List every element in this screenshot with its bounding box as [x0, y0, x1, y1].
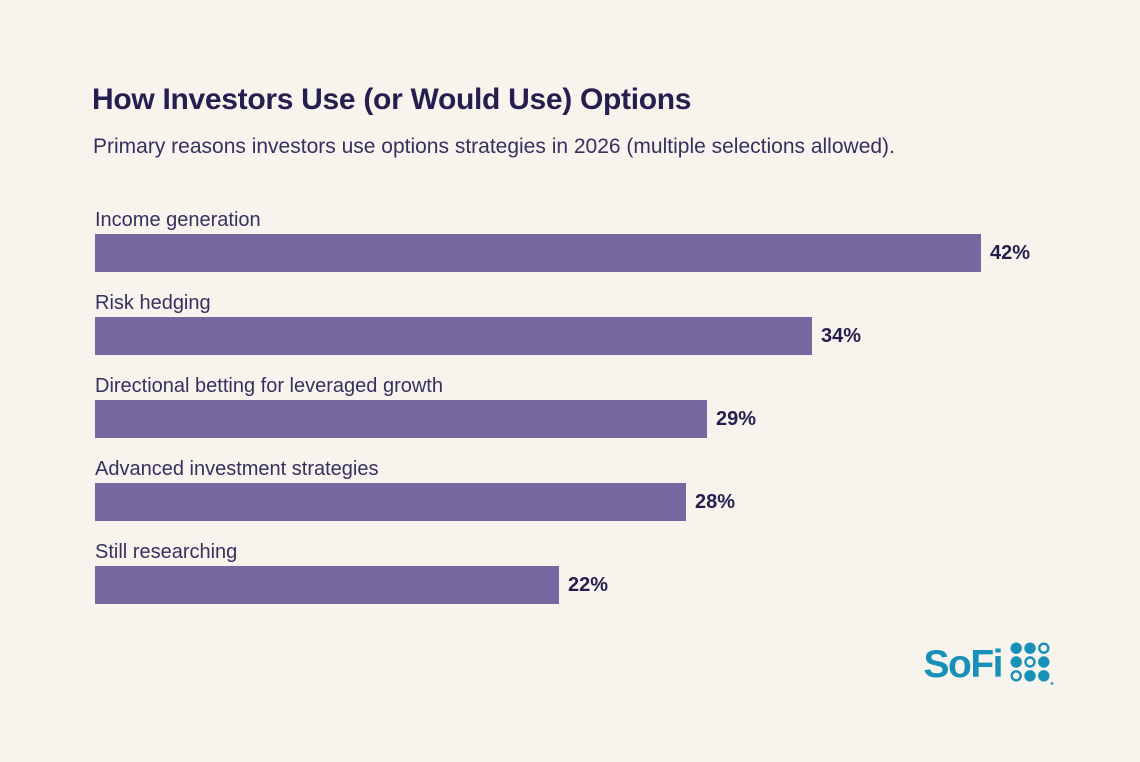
- bar-label: Income generation: [95, 209, 261, 231]
- bar-value: 34%: [821, 324, 862, 347]
- bar-label: Still researching: [95, 541, 238, 563]
- bar: [95, 317, 812, 355]
- bar-line: 42%: [95, 234, 1095, 272]
- chart-title: How Investors Use (or Would Use) Options: [92, 83, 692, 116]
- bar-value: 22%: [568, 573, 609, 596]
- bar-value: 28%: [695, 490, 736, 513]
- bar-value: 42%: [990, 241, 1031, 264]
- bar-line: 34%: [95, 317, 1095, 355]
- bar-row: Income generation 42%: [95, 208, 1095, 272]
- bar: [95, 566, 559, 604]
- bar-row: Advanced investment strategies 28%: [95, 457, 1095, 521]
- bar-value: 29%: [716, 407, 757, 430]
- bar-label: Advanced investment strategies: [95, 458, 379, 480]
- bar-row: Still researching 22%: [95, 540, 1095, 604]
- bar-chart: Income generation 42% Risk hedging 34% D…: [95, 208, 1095, 623]
- bar-row: Directional betting for leveraged growth…: [95, 374, 1095, 438]
- bar-label: Risk hedging: [95, 292, 211, 314]
- bar: [95, 483, 686, 521]
- bar-line: 29%: [95, 400, 1095, 438]
- bar-row: Risk hedging 34%: [95, 291, 1095, 355]
- bar-line: 22%: [95, 566, 1095, 604]
- trademark-dot: [1050, 682, 1054, 685]
- bar-label: Directional betting for leveraged growth: [95, 375, 443, 397]
- bar: [95, 400, 707, 438]
- chart-subtitle: Primary reasons investors use options st…: [93, 135, 895, 158]
- bar-line: 28%: [95, 483, 1095, 521]
- sofi-wordmark: SoFi: [923, 642, 1004, 686]
- sofi-logo: SoFi: [924, 642, 1055, 686]
- sofi-dot-grid-icon: [1010, 642, 1054, 685]
- bar: [95, 234, 981, 272]
